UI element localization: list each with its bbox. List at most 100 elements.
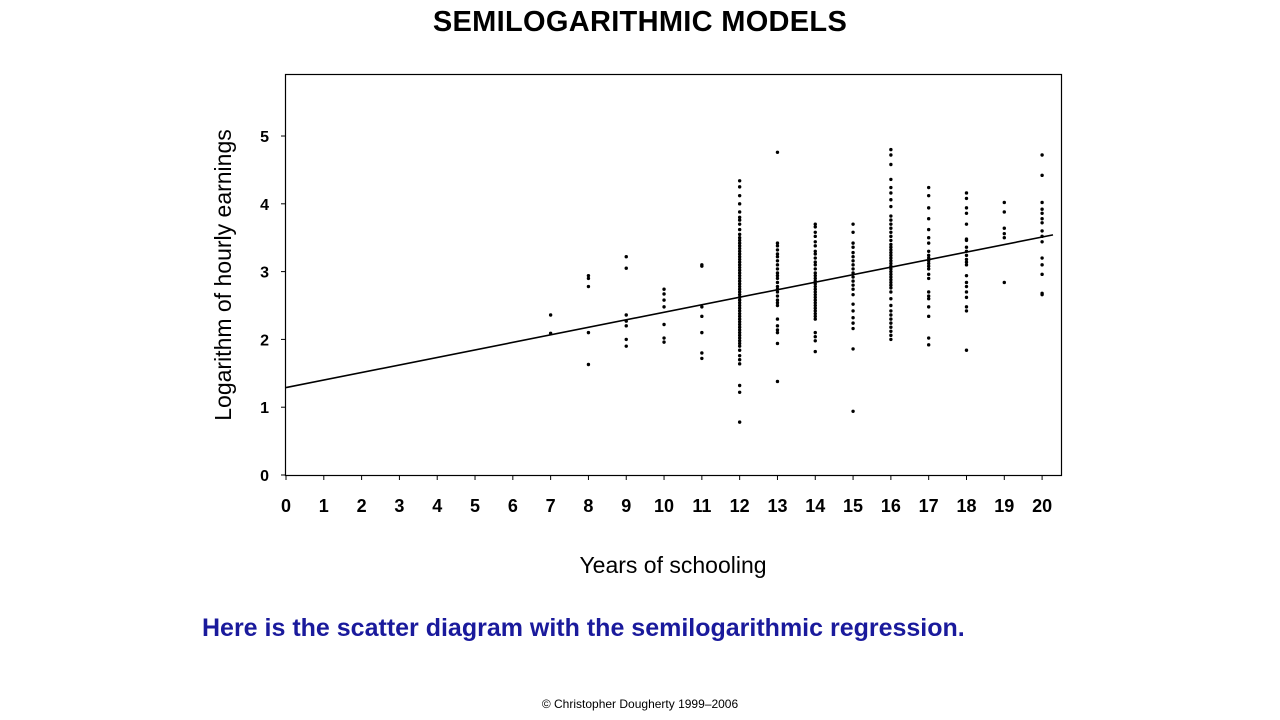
x-tick-label: 4	[432, 496, 442, 516]
data-point	[964, 305, 969, 309]
data-point	[813, 263, 817, 267]
x-tick-label: 6	[508, 496, 518, 516]
data-point	[926, 253, 931, 258]
data-point	[813, 256, 817, 260]
data-point	[775, 241, 780, 245]
data-point	[889, 214, 893, 218]
data-point	[586, 330, 591, 335]
data-point	[851, 347, 855, 351]
data-point	[889, 242, 893, 247]
data-point	[737, 271, 742, 275]
data-point	[775, 328, 780, 332]
data-point	[926, 193, 931, 198]
data-point	[851, 292, 855, 297]
x-axis-ticks: 0 1 2 3 4 5 6 7 8 9 10 11 12 13 14 15 16 17 18 19 20	[281, 475, 1052, 516]
data-point	[737, 348, 742, 352]
data-point	[889, 162, 893, 167]
data-point	[926, 343, 931, 347]
data-point	[1002, 200, 1006, 205]
data-point	[662, 287, 666, 291]
data-point	[737, 268, 742, 272]
data-point	[926, 206, 931, 210]
data-point	[624, 344, 628, 348]
data-point	[813, 295, 817, 300]
data-point	[1040, 272, 1044, 277]
data-point	[586, 284, 591, 289]
data-point	[889, 261, 893, 266]
data-point	[586, 276, 591, 281]
slide-title: SEMILOGARITHMIC MODELS	[432, 6, 848, 38]
data-point	[737, 344, 742, 348]
y-tick-label: 1	[260, 400, 269, 417]
data-point	[1040, 256, 1044, 260]
data-point	[737, 311, 742, 316]
data-point	[775, 341, 780, 346]
data-point	[889, 329, 893, 333]
data-point	[737, 252, 742, 256]
data-point	[851, 409, 855, 413]
x-axis-label: Years of schooling	[579, 552, 766, 578]
data-point	[775, 273, 780, 278]
data-point	[737, 314, 742, 319]
caption-text: Here is the scatter diagram with the sem…	[202, 614, 965, 642]
data-point	[889, 250, 893, 255]
data-point	[926, 276, 931, 281]
x-tick-label: 18	[956, 496, 976, 516]
data-point	[889, 248, 893, 252]
data-point	[889, 286, 893, 290]
copyright-text: © Christopher Dougherty 1999–2006	[541, 697, 739, 711]
data-point	[813, 290, 817, 294]
x-tick-label: 1	[319, 496, 329, 516]
data-point	[851, 250, 855, 255]
data-point	[889, 269, 893, 274]
data-point	[1040, 207, 1044, 211]
data-point	[851, 267, 855, 271]
x-tick-label: 16	[881, 496, 901, 516]
data-point	[1002, 236, 1006, 240]
data-point	[775, 379, 780, 384]
data-point	[775, 254, 780, 259]
data-point	[813, 311, 817, 316]
data-point	[964, 348, 969, 352]
x-tick-label: 7	[546, 496, 556, 516]
data-point	[737, 244, 742, 248]
data-point	[737, 263, 742, 267]
data-point	[964, 196, 969, 201]
data-point	[889, 317, 893, 321]
data-point	[737, 179, 742, 183]
y-tick-label: 5	[260, 129, 269, 146]
data-point	[737, 306, 742, 310]
data-point	[1040, 263, 1044, 267]
data-point	[1002, 231, 1006, 236]
data-point	[889, 234, 893, 239]
data-point	[889, 218, 893, 222]
data-point	[813, 244, 817, 248]
plot-area-frame	[284, 73, 1063, 477]
data-point	[737, 341, 742, 346]
data-point	[775, 259, 780, 263]
x-tick-label: 5	[470, 496, 480, 516]
data-point	[889, 313, 893, 317]
data-point	[775, 324, 780, 328]
data-point	[851, 263, 855, 267]
data-point	[1040, 229, 1044, 233]
data-point	[813, 334, 817, 339]
data-point	[813, 276, 817, 281]
data-point	[926, 336, 931, 340]
data-point	[737, 317, 742, 321]
data-point	[737, 218, 742, 222]
data-point	[775, 244, 780, 248]
data-point	[737, 273, 742, 278]
data-point	[964, 263, 969, 267]
x-tick-label: 8	[583, 496, 593, 516]
data-point	[851, 254, 855, 259]
data-points	[548, 147, 1044, 424]
data-point	[851, 302, 855, 306]
data-point	[926, 267, 931, 271]
data-point	[700, 314, 704, 319]
y-axis-ticks: 0 1 2 3 4 5	[260, 129, 286, 485]
data-point	[964, 191, 969, 195]
data-point	[775, 294, 780, 298]
data-point	[889, 245, 893, 249]
data-point	[964, 284, 969, 289]
